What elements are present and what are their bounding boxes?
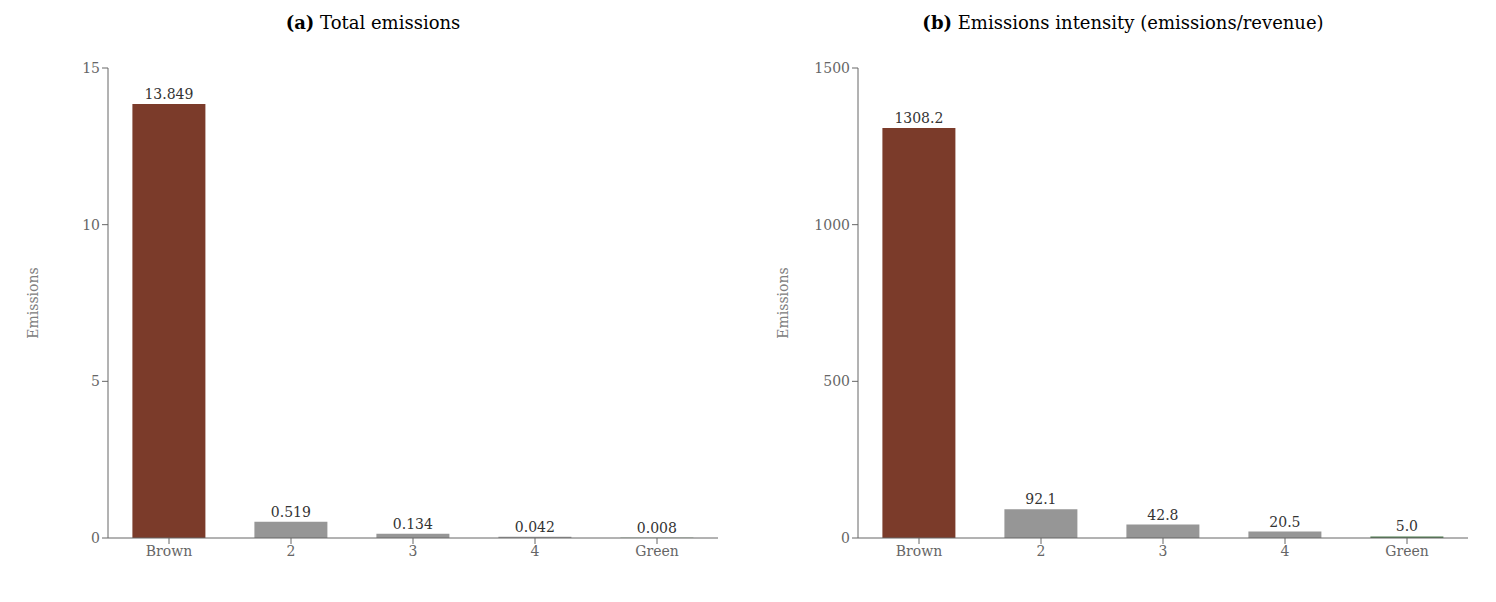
svg-text:Brown: Brown	[896, 543, 942, 559]
svg-text:15: 15	[82, 60, 100, 76]
svg-text:10: 10	[82, 217, 100, 233]
svg-text:1308.2: 1308.2	[894, 110, 943, 126]
svg-text:2: 2	[287, 543, 296, 559]
svg-text:5.0: 5.0	[1396, 518, 1418, 534]
svg-text:4: 4	[1281, 543, 1290, 559]
svg-text:2: 2	[1037, 543, 1046, 559]
svg-text:92.1: 92.1	[1025, 491, 1056, 507]
svg-text:0.134: 0.134	[393, 516, 433, 532]
svg-text:Emissions: Emissions	[775, 267, 791, 338]
svg-text:3: 3	[1159, 543, 1168, 559]
svg-text:3: 3	[409, 543, 418, 559]
svg-text:Green: Green	[635, 543, 678, 559]
svg-text:0.519: 0.519	[271, 504, 311, 520]
svg-text:0.008: 0.008	[637, 520, 677, 536]
svg-text:20.5: 20.5	[1269, 514, 1300, 530]
svg-text:500: 500	[823, 373, 850, 389]
svg-text:13.849: 13.849	[144, 86, 193, 102]
svg-text:0: 0	[91, 530, 100, 546]
svg-text:42.8: 42.8	[1147, 507, 1178, 523]
html-text:(b) Emissions intensity (emiss: (b) Emissions intensity (emissions/reven…	[922, 12, 1324, 33]
svg-text:0: 0	[841, 530, 850, 546]
svg-text:Emissions: Emissions	[25, 267, 41, 338]
svg-text:4: 4	[531, 543, 540, 559]
html-text:(a) Total emissions: (a) Total emissions	[285, 12, 461, 33]
svg-text:5: 5	[91, 373, 100, 389]
svg-text:1500: 1500	[814, 60, 850, 76]
svg-text:Brown: Brown	[146, 543, 192, 559]
svg-text:0.042: 0.042	[515, 519, 555, 535]
svg-text:Green: Green	[1385, 543, 1428, 559]
svg-text:1000: 1000	[814, 217, 850, 233]
